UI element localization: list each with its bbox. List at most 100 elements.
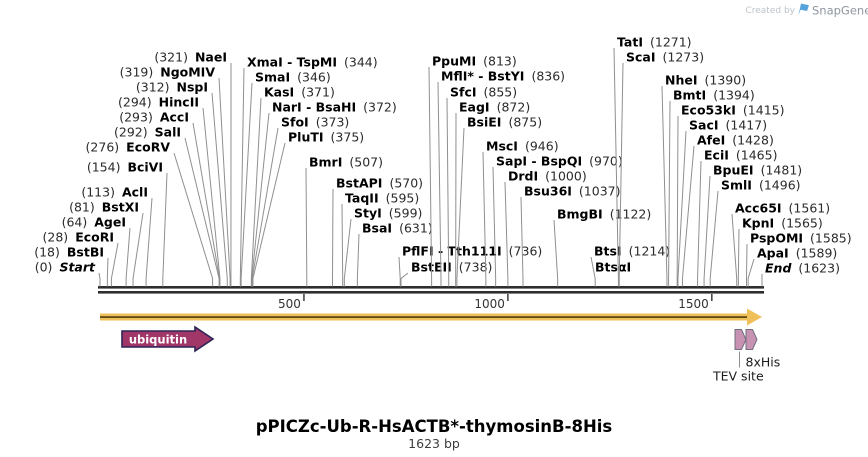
leader-line — [520, 196, 524, 287]
ruler-tick-label: 1000 — [474, 297, 505, 311]
site-SacI: SacI (1417) — [677, 118, 767, 287]
site-label: SacI (1417) — [689, 118, 767, 133]
site-ScaI: ScaI (1273) — [618, 50, 704, 287]
leader-line — [482, 151, 487, 287]
site-BstAPI: BstAPI (570) — [331, 176, 423, 287]
leader-line — [356, 233, 360, 287]
site-Acc65I: Acc65I (1561) — [731, 201, 830, 287]
leader-line — [446, 97, 450, 287]
site-label: (154) BciVI — [87, 160, 163, 175]
site-label: Acc65I (1561) — [735, 201, 830, 216]
site-BstXI: (81) BstXI — [69, 200, 144, 287]
leader-line — [173, 152, 214, 287]
site-KpnI: KpnI (1565) — [737, 216, 823, 287]
leader-line — [239, 67, 245, 287]
leader-line — [252, 142, 286, 287]
site-label: (28) EcoRI — [43, 230, 114, 245]
leader-line — [132, 212, 144, 287]
leader-line — [677, 130, 687, 287]
leader-line — [613, 47, 619, 287]
site-label: BpuEI (1481) — [713, 163, 802, 178]
site-label: End (1623) — [765, 261, 840, 276]
leader-line — [668, 100, 671, 287]
site-label: (312) NspI — [136, 80, 208, 95]
site-label: BmtI (1394) — [673, 88, 755, 103]
leader-line — [590, 256, 596, 287]
feature-ubiquitin: ubiquitin — [121, 325, 215, 353]
site-PluTI: PluTI (375) — [252, 130, 364, 287]
site-label: (0) Start — [35, 260, 96, 275]
site-NspI: (312) NspI — [136, 80, 228, 287]
site-DrdI: DrdI (1000) — [504, 169, 587, 287]
site-NheI: NheI (1390) — [661, 73, 746, 287]
leader-line — [305, 167, 308, 287]
site-label: BmgBI (1122) — [557, 207, 651, 222]
leader-line — [106, 257, 109, 287]
site-label: (292) SalI — [114, 125, 181, 140]
leader-line — [250, 97, 262, 287]
site-label: (81) BstXI — [69, 200, 139, 215]
site-BmrI: BmrI (507) — [305, 155, 383, 287]
leader-line — [618, 62, 624, 287]
watermark-brand: SnapGene — [812, 4, 868, 18]
site-label: BsiEI (875) — [467, 115, 542, 130]
site-label: (321) NaeI — [154, 50, 227, 65]
site-label: TaqII (595) — [345, 191, 419, 206]
site-SfcI: SfcI (855) — [446, 85, 517, 287]
leader-line — [661, 85, 668, 287]
site-StyI: StyI (599) — [343, 206, 422, 287]
site-label: BsaI (631) — [362, 221, 433, 236]
leader-line — [145, 197, 153, 287]
leader-line — [747, 258, 755, 287]
site-ApaI: ApaI (1589) — [747, 246, 837, 287]
site-TaqII: TaqII (595) — [341, 191, 419, 287]
site-BstEII: BstEII (738) — [400, 260, 492, 287]
leader-line — [504, 181, 509, 287]
site-AclI: (113) AclI — [81, 185, 153, 287]
snapgene-logo-icon — [798, 3, 809, 15]
site-label: StyI (599) — [354, 206, 422, 221]
site-label: BtsαI — [595, 260, 631, 275]
leader-line — [218, 77, 231, 287]
site-label: MscI (946) — [486, 139, 559, 154]
ruler-tick-label: 1500 — [678, 297, 709, 311]
map-layer: 500 1000 1500 (321) NaeI(319) NgoMIV(312) NspI… — [34, 35, 851, 384]
site-label: PflFI - Tth111I (736) — [402, 244, 542, 259]
site-EcoRI: (28) EcoRI — [43, 230, 119, 287]
site-label: KasI (371) — [264, 85, 335, 100]
leader-line — [697, 160, 702, 287]
watermark-created-by: Created by — [745, 6, 795, 16]
leader-line — [343, 218, 352, 287]
leader-line — [162, 172, 168, 287]
strand-arrowhead-icon — [747, 308, 762, 326]
ubiquitin-arrow-icon — [121, 325, 215, 353]
ubiquitin-label: ubiquitin — [129, 333, 187, 347]
tev-site-label: TEV site — [712, 369, 764, 384]
leader-line — [341, 203, 344, 287]
site-label: SfcI (855) — [450, 85, 517, 100]
site-Start: (0) Start — [35, 260, 101, 287]
leader-line — [703, 175, 711, 287]
site-EagI: EagI (872) — [455, 100, 530, 287]
site-label: SfoI (373) — [281, 115, 349, 130]
leader-line — [456, 127, 465, 287]
strand-core-line — [100, 316, 747, 318]
site-XmaI-TspMI: XmaI - TspMI (344) — [239, 55, 378, 287]
site-label: XmaI - TspMI (344) — [247, 55, 378, 70]
his-tag-arrow-icon — [745, 329, 758, 350]
site-PflFI-Tth111I: PflFI - Tth111I (736) — [398, 244, 542, 287]
leader-line — [251, 127, 279, 287]
site-label: BmrI (507) — [309, 155, 383, 170]
site-label: ScaI (1273) — [626, 50, 704, 65]
leader-line — [110, 242, 119, 287]
site-label: NheI (1390) — [665, 73, 746, 88]
site-label: (294) HincII — [118, 95, 199, 110]
site-TatI: TatI (1271) — [613, 35, 692, 287]
map-title: pPICZc-Ub-R-HsACTB*-thymosinB-8His — [256, 417, 613, 436]
site-label: EciI (1465) — [704, 148, 777, 163]
site-MscI: MscI (946) — [482, 139, 559, 287]
site-Bsu36I: Bsu36I (1037) — [520, 184, 621, 287]
leader-line — [184, 137, 220, 287]
site-AgeI: (64) AgeI — [62, 215, 131, 287]
